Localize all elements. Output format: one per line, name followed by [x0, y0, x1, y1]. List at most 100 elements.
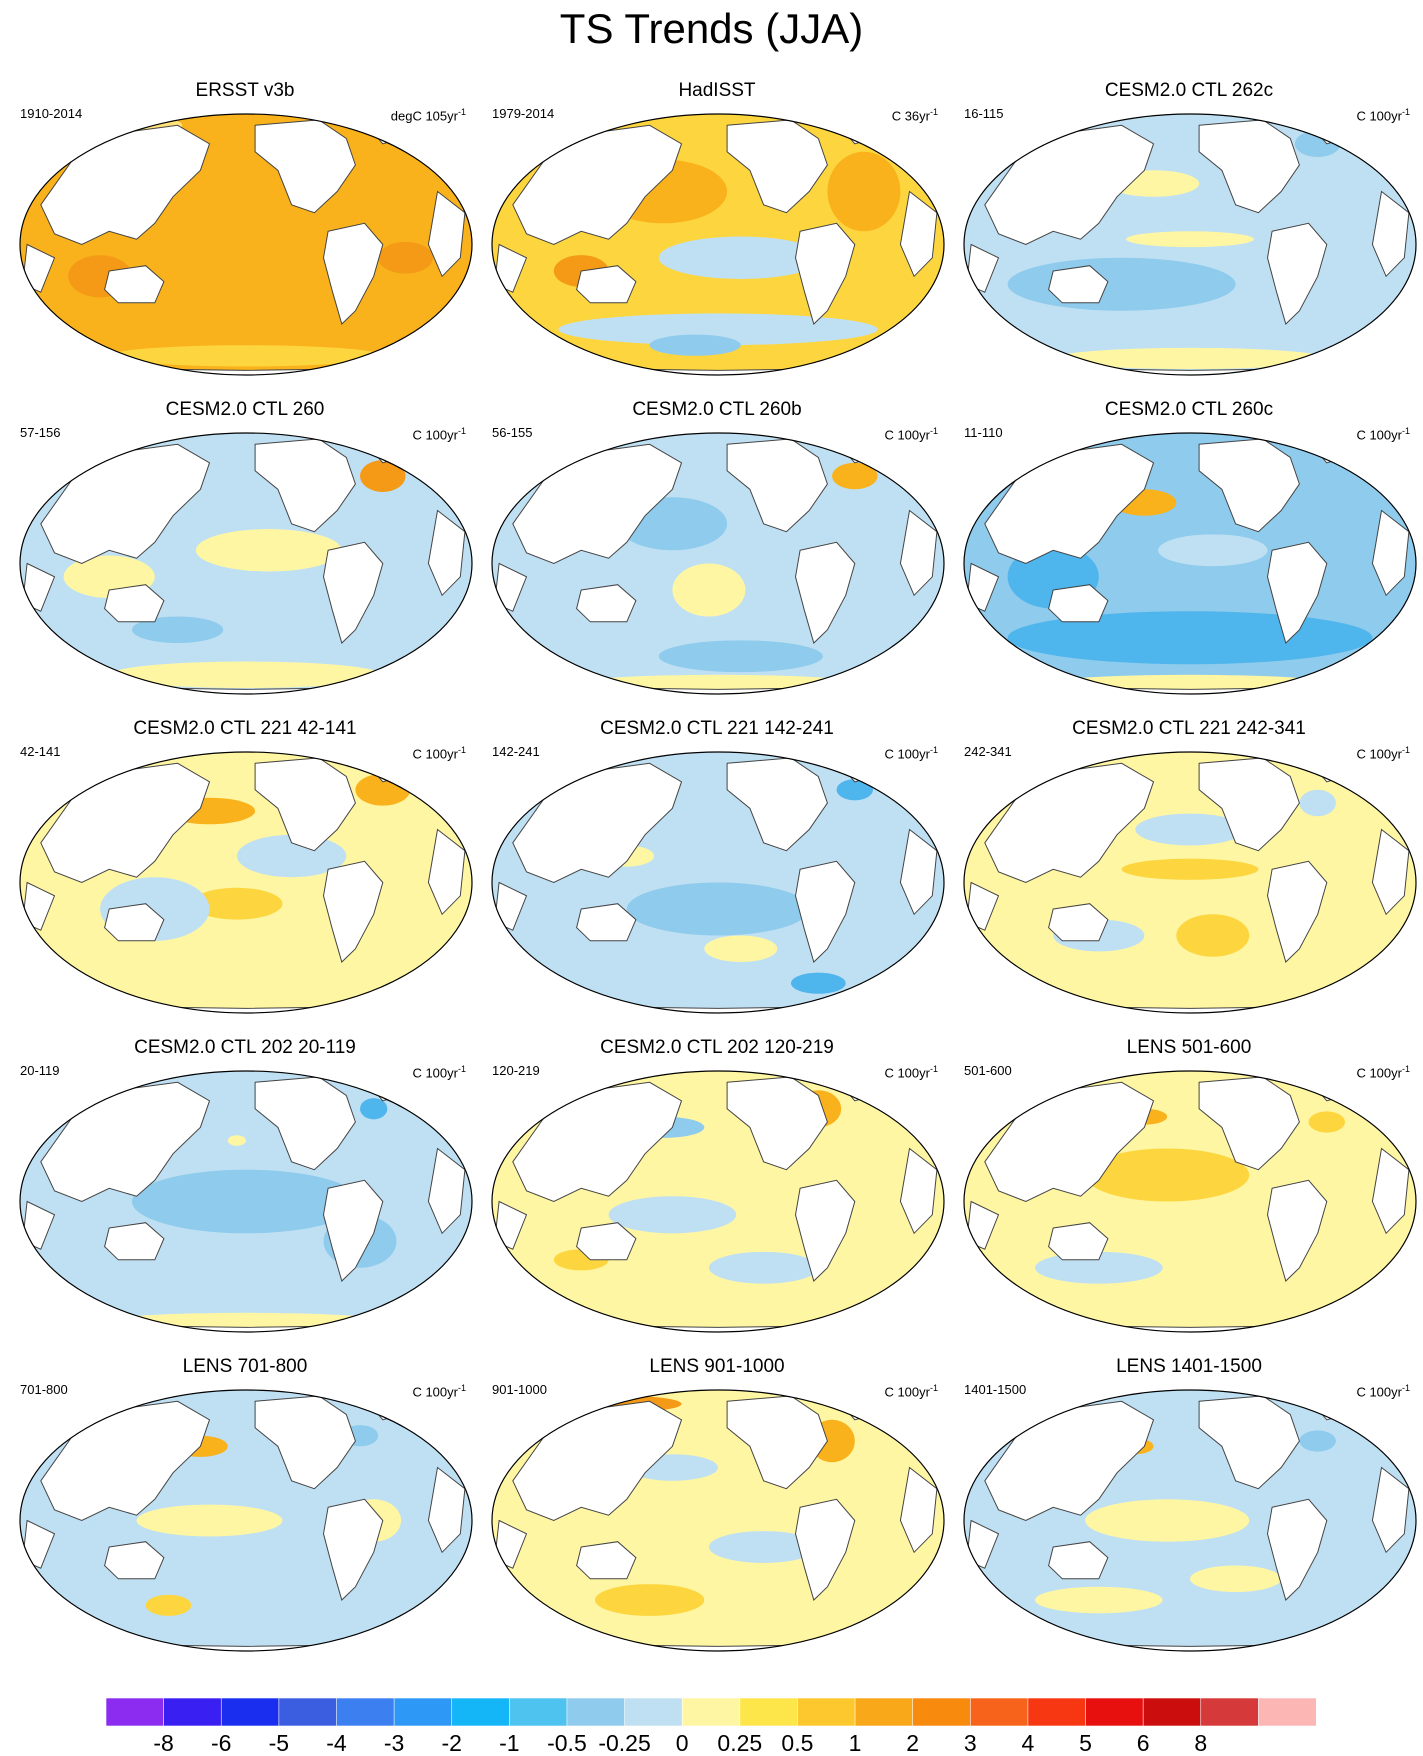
map-panel: HadISST 1979-2014 C 36yr-1: [482, 78, 952, 398]
panel-period: 16-115: [964, 106, 1004, 121]
landmass-africaE: [899, 1466, 938, 1554]
units-exponent: -1: [929, 745, 938, 755]
units-base: C 100yr: [884, 1384, 930, 1400]
landmass-africaE: [427, 828, 466, 916]
colorbar-tick-label: 1: [848, 1730, 862, 1756]
trend-anomaly-patch: [708, 1251, 819, 1284]
landmass-namerica: [254, 1395, 356, 1490]
panel-units: C 100yr-1: [884, 742, 938, 762]
trend-anomaly-patch: [581, 674, 855, 691]
colorbar-swatch: [1200, 1698, 1260, 1727]
colorbar-tick-label: 3: [963, 1730, 977, 1756]
landmass-namerica: [254, 757, 356, 852]
panel-units: C 100yr-1: [884, 423, 938, 443]
colorbar-tick-label: 0: [675, 1730, 689, 1756]
units-base: C 100yr: [412, 1065, 458, 1081]
landmass-namerica: [726, 119, 828, 214]
panel-period: 901-1000: [492, 1382, 547, 1397]
world-map: [491, 432, 945, 695]
trend-anomaly-patch: [1085, 1148, 1250, 1202]
panel-units: C 100yr-1: [412, 423, 466, 443]
map-outline: [19, 113, 473, 376]
map-outline: [963, 1070, 1417, 1333]
landmass-namerica: [254, 1076, 356, 1171]
colorbar-swatch: [393, 1698, 453, 1727]
colorbar-swatch: [451, 1698, 511, 1727]
landmass-samerica: [794, 222, 856, 325]
panel-units: C 100yr-1: [1356, 1380, 1410, 1400]
landmass-africaE: [899, 509, 938, 597]
trend-anomaly-patch: [1126, 231, 1254, 248]
trend-anomaly-patch: [558, 313, 878, 346]
world-map: [491, 113, 945, 376]
units-base: C 100yr: [884, 427, 930, 443]
landmass-australia: [1048, 265, 1109, 304]
landmass-samerica: [1266, 1179, 1328, 1282]
colorbar-swatch: [854, 1698, 914, 1727]
landmass-namerica: [1198, 119, 1300, 214]
map-outline: [963, 1389, 1417, 1652]
colorbar-swatch: [797, 1698, 856, 1727]
units-base: C 100yr: [1356, 746, 1402, 762]
landmass-samerica: [1266, 1498, 1328, 1601]
landmass-australia: [104, 265, 165, 304]
trend-anomaly-patch: [1190, 1565, 1282, 1593]
colorbar-tick-label: -4: [326, 1730, 347, 1756]
units-base: C 100yr: [884, 746, 930, 762]
map-outline: [19, 751, 473, 1014]
landmass-australia: [104, 1541, 165, 1580]
trend-anomaly-patch: [1308, 1111, 1346, 1133]
panel-title: CESM2.0 CTL 221 242-341: [1072, 718, 1306, 739]
landmass-africaE: [1371, 1147, 1410, 1235]
trend-anomaly-patch: [658, 640, 823, 673]
world-map: [19, 1389, 473, 1652]
landmass-africaE: [427, 509, 466, 597]
units-exponent: -1: [1401, 745, 1410, 755]
trend-anomaly-patch: [1085, 1499, 1250, 1542]
panel-period: 11-110: [964, 425, 1003, 440]
trend-anomaly-patch: [672, 563, 746, 617]
colorbar-swatch: [1027, 1698, 1087, 1727]
landmass-samerica: [322, 222, 384, 325]
map-outline: [963, 432, 1417, 695]
units-base: degC 105yr: [390, 108, 458, 124]
units-exponent: -1: [929, 1064, 938, 1074]
trend-anomaly-patch: [704, 935, 778, 962]
landmass-namerica: [1198, 438, 1300, 533]
panel-title: CESM2.0 CTL 221 142-241: [600, 718, 834, 739]
map-outline: [963, 113, 1417, 376]
units-base: C 100yr: [412, 1384, 458, 1400]
panel-title: LENS 901-1000: [649, 1356, 785, 1377]
map-outline: [19, 1389, 473, 1652]
trend-anomaly-patch: [136, 1504, 283, 1537]
landmass-africaE: [899, 1147, 938, 1235]
colorbar-swatch: [681, 1698, 741, 1727]
world-map: [963, 1389, 1417, 1652]
landmass-africaE: [427, 1147, 466, 1235]
map-panel: CESM2.0 CTL 221 242-341 242-341 C 100yr-1: [954, 716, 1423, 1036]
landmass-namerica: [726, 438, 828, 533]
landmass-samerica: [322, 1179, 384, 1282]
trend-anomaly-patch: [836, 779, 874, 801]
trend-anomaly-patch: [109, 661, 383, 689]
world-map: [19, 1070, 473, 1333]
colorbar-tick-label: -6: [211, 1730, 232, 1756]
world-map: [491, 751, 945, 1014]
colorbar-swatch: [220, 1698, 280, 1727]
trend-anomaly-patch: [827, 151, 901, 232]
trend-anomaly-patch: [626, 882, 810, 936]
panel-period: 120-219: [492, 1063, 540, 1078]
landmass-australia: [104, 1222, 165, 1261]
panel-period: 20-119: [20, 1063, 60, 1078]
colorbar-swatch: [163, 1698, 223, 1727]
landmass-australia: [576, 584, 637, 623]
landmass-australia: [1048, 903, 1109, 942]
colorbar-tick-label: -0.5: [547, 1730, 587, 1756]
landmass-namerica: [726, 757, 828, 852]
panel-title: LENS 701-800: [182, 1356, 308, 1377]
panel-units: C 100yr-1: [1356, 742, 1410, 762]
landmass-africaE: [1371, 509, 1410, 597]
map-outline: [491, 1070, 945, 1333]
colorbar-tick-label: -5: [268, 1730, 290, 1756]
map-panel: LENS 501-600 501-600 C 100yr-1: [954, 1035, 1423, 1355]
